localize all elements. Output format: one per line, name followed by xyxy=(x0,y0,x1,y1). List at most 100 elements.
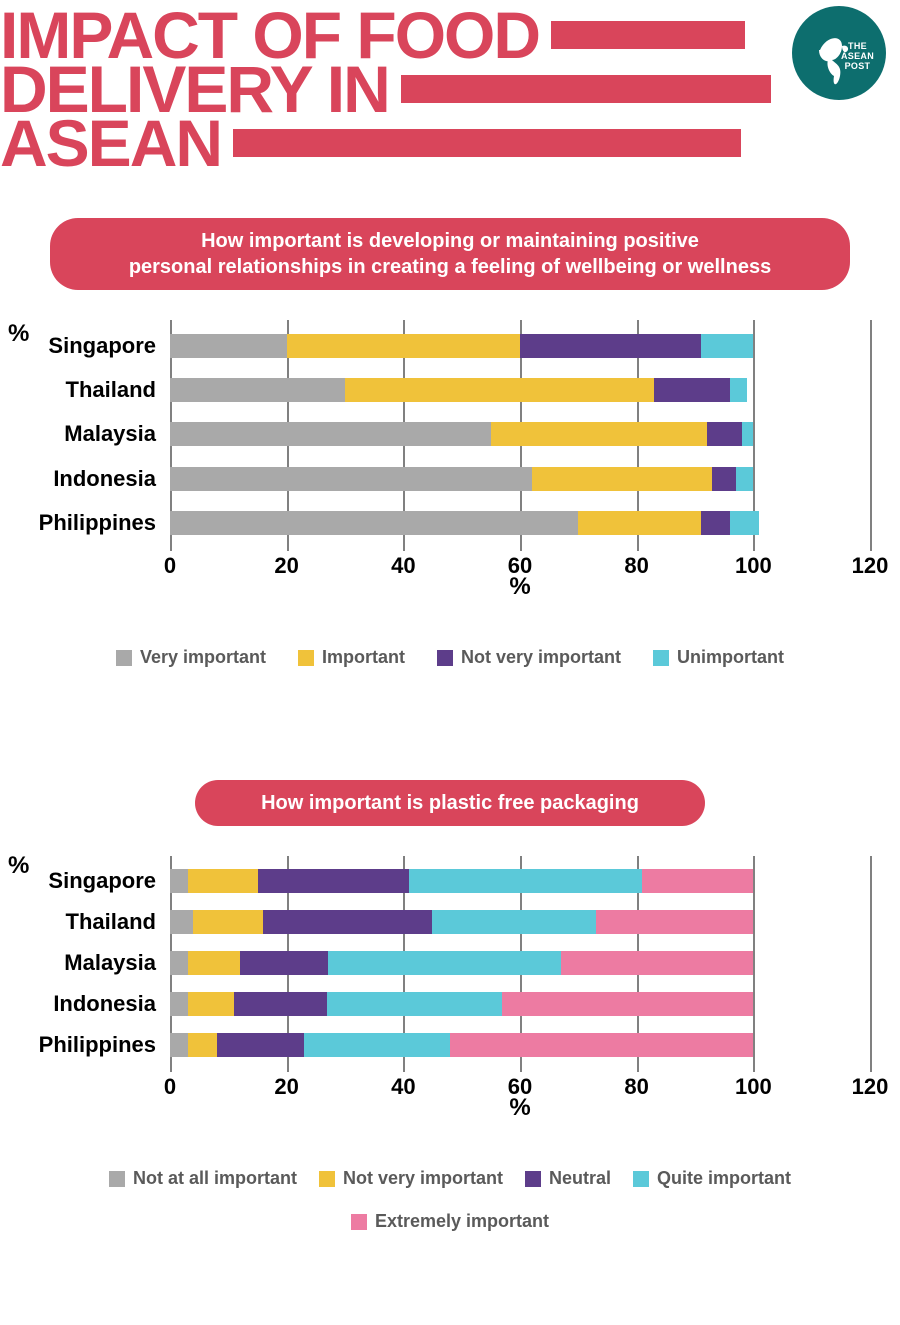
bar-label: Singapore xyxy=(48,334,156,358)
bar-segment xyxy=(712,467,735,491)
bar-segment xyxy=(170,467,532,491)
bar-segment xyxy=(742,422,754,446)
bar-segment xyxy=(188,869,258,893)
title-bar-3 xyxy=(233,129,741,157)
bar-label: Philippines xyxy=(39,511,156,535)
bar-row: Thailand xyxy=(170,378,870,402)
legend-swatch xyxy=(437,650,453,666)
bar-segment xyxy=(502,992,753,1016)
bar-row: Indonesia xyxy=(170,992,870,1016)
bar-segment xyxy=(409,869,642,893)
bar-segment xyxy=(730,378,748,402)
legend-item: Not very important xyxy=(437,647,621,668)
title-bar-2 xyxy=(401,75,771,103)
logo-text: THE ASEAN POST xyxy=(841,42,874,72)
bar-row: Thailand xyxy=(170,910,870,934)
title-line-3: ASEAN xyxy=(0,116,900,170)
legend-label: Extremely important xyxy=(375,1211,549,1232)
x-tick: 40 xyxy=(391,553,415,579)
bar-segment xyxy=(596,910,754,934)
bar-segment xyxy=(170,910,193,934)
legend-label: Not at all important xyxy=(133,1168,297,1189)
bar-row: Malaysia xyxy=(170,422,870,446)
bar-row: Philippines xyxy=(170,511,870,535)
bar-segment xyxy=(170,869,188,893)
bar-segment xyxy=(520,334,701,358)
bar-segment xyxy=(188,1033,217,1057)
logo-badge: THE ASEAN POST xyxy=(792,6,886,100)
bar-segment xyxy=(345,378,654,402)
legend-item: Very important xyxy=(116,647,266,668)
legend-label: Neutral xyxy=(549,1168,611,1189)
x-tick: 100 xyxy=(735,553,772,579)
bar-segment xyxy=(287,334,520,358)
legend-swatch xyxy=(525,1171,541,1187)
chart1-body: SingaporeThailandMalaysiaIndonesiaPhilip… xyxy=(170,320,870,545)
bar-segment xyxy=(736,467,754,491)
bar-segment xyxy=(170,378,345,402)
bar-segment xyxy=(561,951,754,975)
bar-segment xyxy=(707,422,742,446)
gridline xyxy=(870,320,872,551)
legend-item: Not at all important xyxy=(109,1168,297,1189)
legend-item: Extremely important xyxy=(351,1211,549,1232)
title-text-3: ASEAN xyxy=(0,110,221,176)
bar-segment xyxy=(170,992,188,1016)
bar-segment xyxy=(240,951,328,975)
bar-label: Thailand xyxy=(66,910,156,934)
bar-segment xyxy=(701,511,730,535)
bar-segment xyxy=(654,378,730,402)
x-tick: 0 xyxy=(164,1074,176,1100)
x-tick: 0 xyxy=(164,553,176,579)
bar-label: Thailand xyxy=(66,378,156,402)
bar-segment xyxy=(642,869,753,893)
bar-segment xyxy=(193,910,263,934)
bar-segment xyxy=(170,1033,188,1057)
bar-segment xyxy=(578,511,701,535)
legend-label: Unimportant xyxy=(677,647,784,668)
bar-segment xyxy=(328,951,561,975)
bar-segment xyxy=(491,422,707,446)
legend-label: Not very important xyxy=(461,647,621,668)
legend-item: Unimportant xyxy=(653,647,784,668)
bar-row: Singapore xyxy=(170,869,870,893)
x-tick: 20 xyxy=(274,553,298,579)
chart1-section: How important is developing or maintaini… xyxy=(0,218,900,668)
bar-label: Malaysia xyxy=(64,422,156,446)
chart1-title: How important is developing or maintaini… xyxy=(50,218,850,290)
chart2-title: How important is plastic free packaging xyxy=(195,780,705,826)
chart2-legend: Not at all important Not very important Ne… xyxy=(0,1168,900,1232)
x-tick: 100 xyxy=(735,1074,772,1100)
legend-label: Not very important xyxy=(343,1168,503,1189)
bar-segment xyxy=(432,910,595,934)
chart2-bars: SingaporeThailandMalaysiaIndonesiaPhilip… xyxy=(170,860,870,1066)
bar-segment xyxy=(263,910,432,934)
legend-swatch xyxy=(653,650,669,666)
header: IMPACT OF FOOD DELIVERY IN ASEAN THE ASE… xyxy=(0,0,900,170)
legend-swatch xyxy=(298,650,314,666)
bar-segment xyxy=(258,869,410,893)
x-tick: 80 xyxy=(624,1074,648,1100)
bar-label: Malaysia xyxy=(64,951,156,975)
legend-item: Quite important xyxy=(633,1168,791,1189)
legend-swatch xyxy=(633,1171,649,1187)
x-tick: 120 xyxy=(852,1074,889,1100)
x-tick: 20 xyxy=(274,1074,298,1100)
bar-row: Singapore xyxy=(170,334,870,358)
chart1-legend: Very important Important Not very importan… xyxy=(0,647,900,668)
x-tick: 120 xyxy=(852,553,889,579)
chart1-bars: SingaporeThailandMalaysiaIndonesiaPhilip… xyxy=(170,324,870,545)
legend-swatch xyxy=(109,1171,125,1187)
bar-segment xyxy=(701,334,754,358)
legend-swatch xyxy=(116,650,132,666)
legend-label: Important xyxy=(322,647,405,668)
bar-segment xyxy=(532,467,713,491)
bar-segment xyxy=(170,951,188,975)
bar-segment xyxy=(450,1033,753,1057)
bar-label: Singapore xyxy=(48,869,156,893)
bar-segment xyxy=(234,992,327,1016)
chart2-body: SingaporeThailandMalaysiaIndonesiaPhilip… xyxy=(170,856,870,1066)
bar-segment xyxy=(217,1033,305,1057)
bar-segment xyxy=(170,422,491,446)
legend-swatch xyxy=(319,1171,335,1187)
